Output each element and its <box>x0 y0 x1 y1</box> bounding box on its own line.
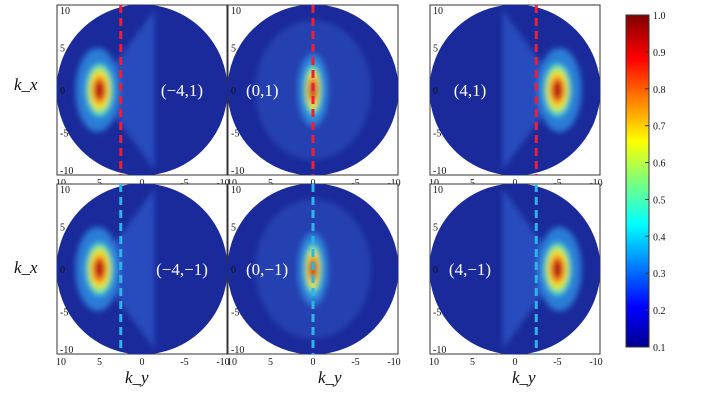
y-tick-label: 0 <box>60 86 65 97</box>
x-tick-label: 10 <box>227 357 237 368</box>
ylabel-bottom: k_x <box>14 258 38 278</box>
intensity-peak <box>553 260 562 278</box>
halo-wedge <box>502 189 562 349</box>
ylabel-text: k_x <box>14 258 38 277</box>
x-tick-label: 0 <box>311 357 316 368</box>
intensity-peak <box>553 81 562 99</box>
x-tick-label: 5 <box>97 357 102 368</box>
xlabel-text: k_y <box>318 368 342 387</box>
y-tick-label: 5 <box>60 223 65 234</box>
xlabel-col2: k_y <box>318 368 342 388</box>
halo-wedge <box>95 10 155 170</box>
halo-wedge <box>95 189 155 349</box>
y-tick-label: 10 <box>60 6 70 17</box>
colorbar-tick-label: 0.3 <box>653 269 666 280</box>
panel-label: (4,−1) <box>449 260 491 279</box>
x-tick-label: 5 <box>470 357 475 368</box>
x-tick-label: 0 <box>513 357 518 368</box>
halo-wedge <box>502 10 562 170</box>
y-tick-label: 0 <box>60 265 65 276</box>
colorbar: 1.0 0.9 0.8 0.7 0.6 0.5 0.4 0.3 0.2 0.1 <box>625 11 666 354</box>
y-tick-label: 10 <box>231 6 241 17</box>
y-tick-label: 5 <box>433 44 438 55</box>
y-tick-label: -5 <box>433 129 441 140</box>
y-tick-label: 10 <box>433 185 443 196</box>
panel-label: (−4,−1) <box>156 260 208 279</box>
x-tick-label: -10 <box>216 357 229 368</box>
panel-label: (0,1) <box>246 81 279 100</box>
y-tick-label: -10 <box>433 166 446 177</box>
x-tick-label: -5 <box>351 357 359 368</box>
disk-edge <box>56 183 228 355</box>
y-tick-label: 10 <box>60 185 70 196</box>
y-tick-label: 0 <box>231 86 236 97</box>
y-tick-label: -10 <box>433 345 446 356</box>
xlabel-text: k_y <box>512 368 536 387</box>
y-tick-label: 5 <box>433 223 438 234</box>
colorbar-tick-label: 1.0 <box>653 11 666 22</box>
y-tick-label: 0 <box>231 265 236 276</box>
disk-edge <box>429 4 601 176</box>
y-tick-label: -5 <box>231 308 239 319</box>
x-tick-label: -10 <box>387 357 400 368</box>
xlabel-col3: k_y <box>512 368 536 388</box>
colorbar-tick-label: 0.2 <box>653 306 666 317</box>
y-tick-label: -5 <box>231 129 239 140</box>
y-tick-label: -5 <box>433 308 441 319</box>
x-tick-label: 10 <box>429 357 439 368</box>
colorbar-tick-label: 0.9 <box>653 48 666 59</box>
colorbar-tick-label: 0.8 <box>653 85 666 96</box>
panel-label: (0,−1) <box>246 260 288 279</box>
y-tick-label: 0 <box>433 265 438 276</box>
colorbar-tick-label: 0.7 <box>653 122 666 133</box>
y-tick-label: 10 <box>433 6 443 17</box>
y-tick-label: 10 <box>231 185 241 196</box>
colorbar-tick-label: 0.1 <box>653 343 666 354</box>
x-tick-label: -5 <box>553 357 561 368</box>
x-tick-label: 5 <box>268 357 273 368</box>
xlabel-col1: k_y <box>125 368 149 388</box>
x-tick-label: 10 <box>56 357 66 368</box>
panel-label: (4,1) <box>454 81 487 100</box>
xlabel-text: k_y <box>125 368 149 387</box>
y-tick-label: -10 <box>231 166 244 177</box>
intensity-peak <box>95 81 104 99</box>
y-tick-label: -5 <box>60 129 68 140</box>
disk-edge <box>429 183 601 355</box>
y-tick-label: 5 <box>231 223 236 234</box>
y-tick-label: 0 <box>433 86 438 97</box>
x-tick-label: -10 <box>589 357 602 368</box>
y-tick-label: -10 <box>231 345 244 356</box>
x-tick-label: -5 <box>180 357 188 368</box>
colorbar-tick-label: 0.6 <box>653 159 666 170</box>
y-tick-label: -10 <box>60 345 73 356</box>
colorbar-tick-label: 0.4 <box>653 232 666 243</box>
x-tick-label: 0 <box>140 357 145 368</box>
colorbar-tick-label: 0.5 <box>653 195 666 206</box>
y-tick-label: 5 <box>231 44 236 55</box>
panel-label: (−4,1) <box>161 81 203 100</box>
y-tick-label: -5 <box>60 308 68 319</box>
y-tick-label: 5 <box>60 44 65 55</box>
ylabel-text: k_x <box>14 75 38 94</box>
y-tick-label: -10 <box>60 166 73 177</box>
colorbar-gradient <box>625 14 650 348</box>
ylabel-top: k_x <box>14 75 38 95</box>
disk-edge <box>56 4 228 176</box>
intensity-peak <box>95 260 104 278</box>
